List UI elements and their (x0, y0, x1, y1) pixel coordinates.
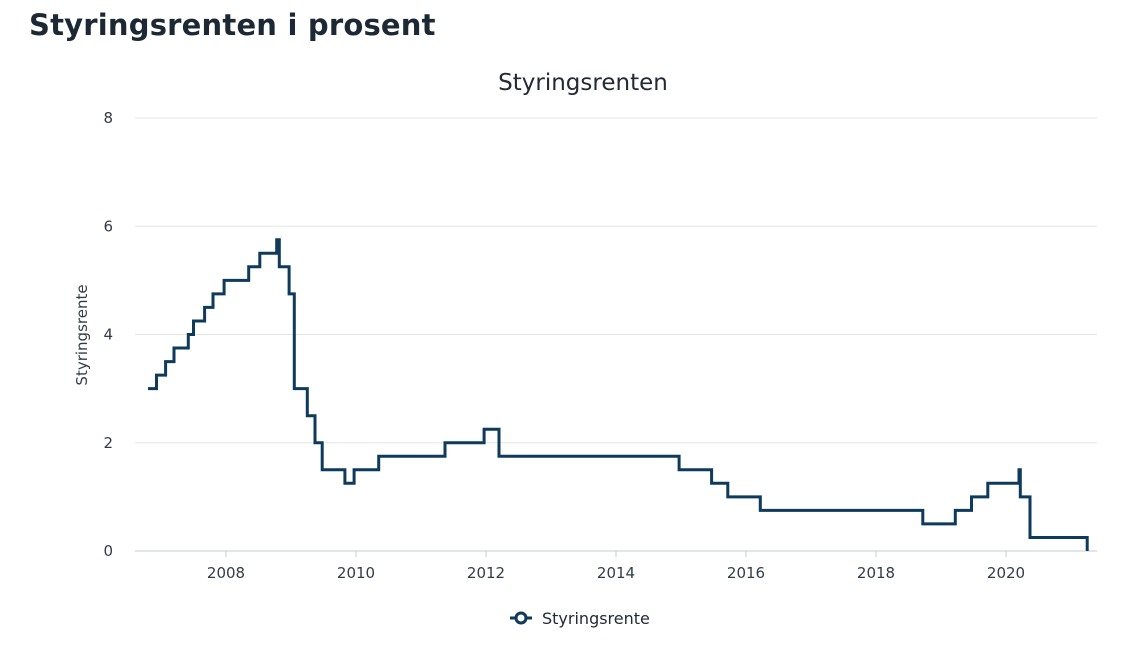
legend-label[interactable]: Styringsrente (542, 609, 650, 628)
x-axis-ticks: 2008 2010 2012 2014 2016 2018 2020 (207, 551, 1025, 582)
page-heading: Styringsrenten i prosent (29, 8, 436, 42)
y-tick-label: 4 (103, 326, 113, 344)
y-tick-label: 2 (103, 434, 113, 452)
x-tick-label: 2020 (987, 564, 1025, 582)
legend-circle-icon (514, 611, 528, 625)
x-tick-label: 2018 (857, 564, 895, 582)
y-axis-title: Styringsrente (73, 284, 91, 385)
series-line-1[interactable] (148, 238, 1089, 551)
x-tick-label: 2010 (337, 564, 375, 582)
y-axis-ticks: 0 2 4 6 8 (103, 109, 113, 560)
y-tick-label: 6 (103, 217, 113, 235)
x-tick-label: 2008 (207, 564, 245, 582)
series-layer (148, 238, 1089, 551)
gridlines (135, 117, 1097, 552)
chart-title: Styringsrenten (498, 70, 668, 96)
legend[interactable]: Styringsrente (510, 609, 650, 628)
x-tick-label: 2016 (727, 564, 765, 582)
x-tick-label: 2014 (597, 564, 635, 582)
x-tick-label: 2012 (467, 564, 505, 582)
y-tick-label: 8 (103, 109, 113, 127)
y-tick-label: 0 (103, 542, 113, 560)
